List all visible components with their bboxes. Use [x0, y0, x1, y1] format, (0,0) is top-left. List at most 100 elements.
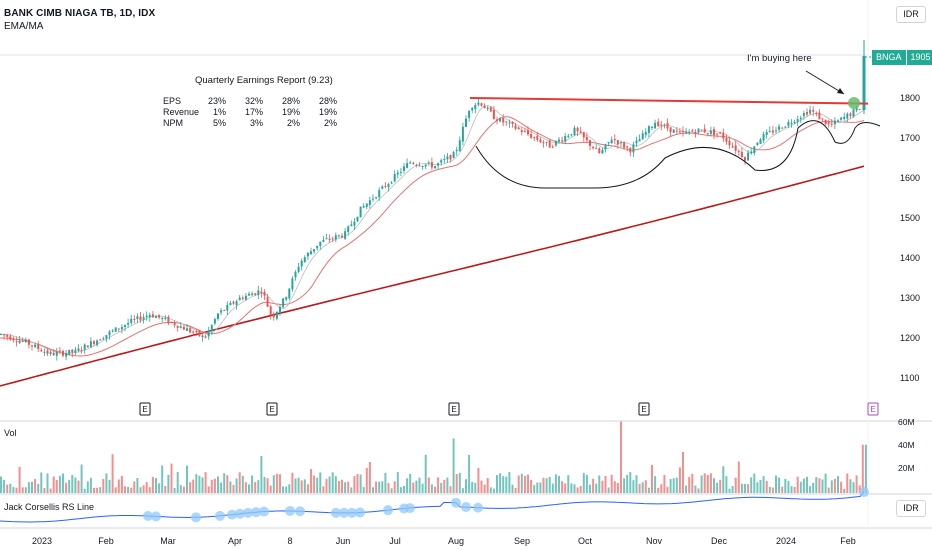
volume-bar: [89, 477, 92, 493]
candle-body: [213, 319, 216, 324]
candle-body: [266, 297, 269, 307]
candle-body: [573, 127, 576, 136]
volume-bar: [635, 475, 638, 493]
volume-bar: [589, 484, 591, 493]
volume-bar: [551, 483, 554, 493]
candle-body: [220, 310, 223, 313]
volume-bar: [232, 484, 235, 493]
candle-body: [595, 148, 598, 150]
volume-bar: [396, 472, 399, 493]
volume-bar: [412, 482, 415, 493]
volume-bar: [297, 477, 300, 493]
volume-bar: [331, 472, 334, 493]
candle-body: [489, 107, 492, 112]
earnings-marker: [266, 402, 278, 416]
rs-high-marker: [355, 507, 365, 518]
candle-body: [846, 113, 849, 119]
volume-bar: [530, 480, 533, 493]
volume-bar: [52, 476, 55, 493]
volume-bar: [65, 482, 68, 493]
earnings-cell: 28%: [282, 96, 301, 106]
candle-body: [201, 335, 204, 338]
candle-body: [582, 132, 585, 138]
candle-body: [620, 142, 622, 144]
volume-bar: [306, 484, 309, 493]
candle-body: [533, 137, 536, 139]
volume-bar: [508, 471, 511, 493]
volume-bar: [641, 482, 644, 493]
candle-body: [99, 339, 102, 341]
volume-bar: [626, 474, 629, 493]
candle-body: [747, 152, 750, 161]
volume-bar: [458, 472, 461, 493]
time-tick-label: Mar: [160, 536, 176, 546]
candle-body: [424, 164, 427, 167]
candle-body: [124, 325, 126, 327]
candle-body: [207, 330, 210, 337]
candle-body: [406, 163, 409, 168]
volume-bar: [511, 484, 514, 493]
candle-body: [353, 221, 356, 226]
volume-bar: [781, 486, 784, 493]
time-tick-label: Nov: [646, 536, 663, 546]
candle-body: [210, 324, 213, 332]
candle-body: [164, 317, 167, 319]
volume-bar: [629, 472, 632, 493]
volume-bar: [353, 476, 356, 493]
candle-body: [198, 330, 201, 336]
candle-body: [189, 328, 192, 333]
volume-bar: [793, 486, 796, 493]
volume-bar: [241, 475, 244, 493]
volume-bar: [654, 476, 657, 493]
time-tick-label: 2024: [776, 536, 796, 546]
volume-bar: [285, 486, 288, 493]
volume-bar: [465, 479, 467, 493]
candle-body: [623, 142, 626, 148]
volume-bar: [313, 475, 316, 493]
volume-bar: [728, 488, 731, 493]
candle-body: [254, 293, 257, 295]
volume-bar: [365, 467, 368, 493]
candle-body: [787, 121, 790, 126]
volume-bar: [37, 483, 40, 493]
volume-bar: [378, 481, 381, 493]
volume-bar: [719, 479, 722, 493]
earnings-marker-label: E: [451, 405, 456, 414]
candle-body: [700, 129, 703, 131]
volume-bar: [198, 475, 201, 493]
volume-bar: [691, 473, 694, 493]
candle-body: [461, 126, 464, 142]
volume-bar: [9, 483, 12, 493]
candle-body: [502, 118, 505, 123]
candle-body: [604, 144, 607, 150]
candle-body: [27, 339, 30, 345]
candle-body: [96, 340, 99, 346]
volume-bar: [136, 478, 139, 493]
buying-annotation: I'm buying here: [747, 53, 812, 64]
volume-bar: [3, 479, 6, 493]
volume-bar: [251, 475, 254, 493]
candle-body: [765, 131, 768, 136]
volume-bar: [226, 475, 229, 493]
time-tick-label: Jul: [389, 536, 401, 546]
volume-bar: [272, 475, 275, 493]
candle-body: [517, 127, 520, 129]
candle-body: [465, 118, 467, 127]
candle-body: [257, 290, 260, 295]
volume-bar: [217, 476, 219, 493]
volume-bar: [725, 476, 728, 493]
candle-body: [325, 238, 328, 240]
candle-body: [359, 206, 362, 218]
earnings-marker-label: E: [142, 405, 147, 414]
candle-body: [771, 130, 774, 133]
volume-bar: [244, 482, 247, 493]
volume-bar: [716, 482, 719, 493]
currency-button[interactable]: IDR: [896, 6, 926, 23]
candle-body: [654, 122, 657, 129]
volume-bar: [210, 479, 213, 493]
annotation-arrowhead: [837, 88, 844, 94]
rs-currency-button[interactable]: IDR: [896, 500, 926, 517]
volume-bar: [657, 487, 660, 493]
candle-body: [145, 315, 148, 318]
candle-body: [344, 231, 347, 239]
